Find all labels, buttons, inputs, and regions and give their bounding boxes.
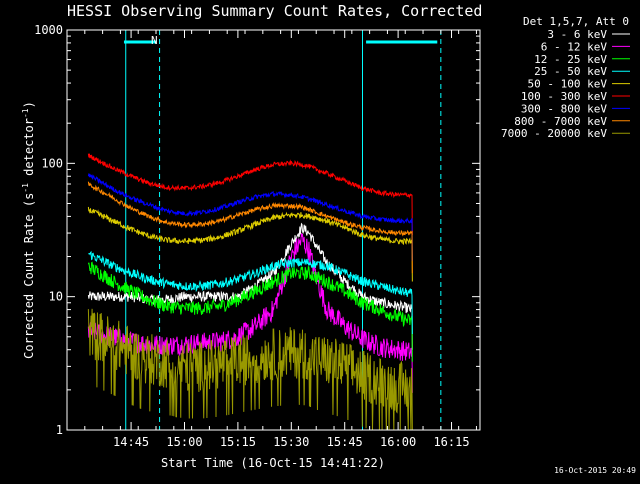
y-axis-title-end: ) <box>22 101 36 108</box>
x-tick-label-0: 14:45 <box>113 435 149 449</box>
y-axis-title-exp1: -1 <box>21 183 30 193</box>
x-tick-label-6: 16:15 <box>433 435 469 449</box>
x-tick-label-4: 15:45 <box>327 435 363 449</box>
chart-title: HESSI Observing Summary Count Rates, Cor… <box>67 2 482 20</box>
x-axis-title: Start Time (16-Oct-15 14:41:22) <box>161 456 385 470</box>
y-tick-label-1: 10 <box>49 290 63 304</box>
axis-ticks <box>66 29 480 431</box>
legend-label-3: 25 - 50 keV <box>534 65 607 78</box>
timestamp: 16-Oct-2015 20:49 <box>554 466 636 475</box>
series-line-6 <box>87 173 413 262</box>
y-tick-label-3: 1000 <box>34 23 63 37</box>
series-line-4 <box>87 206 413 282</box>
x-tick-labels: 14:45 15:00 15:15 15:30 15:45 16:00 16:15 <box>113 435 470 449</box>
legend-label-4: 50 - 100 keV <box>528 78 608 91</box>
legend-label-1: 6 - 12 keV <box>541 40 608 53</box>
x-tick-label-1: 15:00 <box>166 435 202 449</box>
x-tick-label-3: 15:30 <box>273 435 309 449</box>
x-tick-label-2: 15:15 <box>220 435 256 449</box>
series-line-8 <box>87 308 413 431</box>
series-line-5 <box>87 153 413 236</box>
legend-label-2: 12 - 25 keV <box>534 53 607 66</box>
y-axis-title-main: Corrected Count Rate (s <box>22 193 36 359</box>
series-line-7 <box>87 181 413 274</box>
x-tick-label-5: 16:00 <box>380 435 416 449</box>
legend-label-8: 7000 - 20000 keV <box>501 127 607 140</box>
y-axis-title: Corrected Count Rate (s-1 detector-1) <box>21 101 36 359</box>
y-axis-title-mid: detector <box>22 118 36 183</box>
legend-label-7: 800 - 7000 keV <box>514 115 607 128</box>
legend-label-6: 300 - 800 keV <box>521 102 607 115</box>
series-group <box>87 153 413 431</box>
series-line-3 <box>88 250 413 334</box>
legend-header: Det 1,5,7, Att 0 <box>523 15 629 28</box>
y-axis-title-exp2: -1 <box>21 108 30 118</box>
legend-label-0: 3 - 6 keV <box>547 28 607 41</box>
series-line-2 <box>87 261 413 362</box>
annotation-label: N <box>151 34 158 47</box>
y-tick-labels: 1 10 100 1000 <box>34 23 63 437</box>
plot-frame <box>66 29 481 431</box>
legend-label-5: 100 - 300 keV <box>521 90 607 103</box>
y-tick-label-2: 100 <box>41 156 63 170</box>
y-tick-label-0: 1 <box>56 423 63 437</box>
